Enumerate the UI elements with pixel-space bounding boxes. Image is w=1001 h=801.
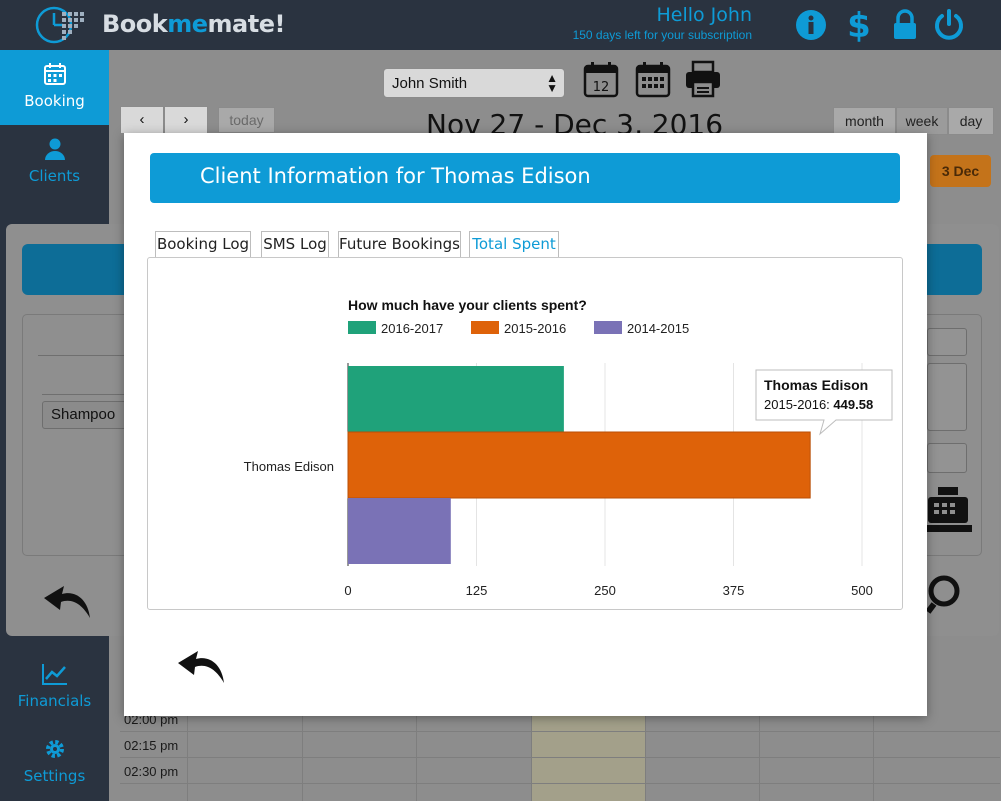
chevron-right-icon: › [183, 111, 189, 128]
view-week-button[interactable]: week [896, 107, 948, 135]
x-tick-label: 500 [851, 583, 873, 598]
sidebar-item-booking[interactable]: Booking [0, 50, 109, 125]
legend-swatch [348, 321, 376, 334]
time-slot-label: 02:15 pm [124, 738, 179, 753]
modal-title: Client Information for Thomas Edison [150, 153, 900, 203]
today-button[interactable]: today [218, 107, 275, 133]
tab-sms-log[interactable]: SMS Log [261, 231, 329, 257]
sidebar-item-label: Clients [28, 167, 81, 185]
sidebar-item-label: Booking [24, 92, 85, 110]
grid-row [120, 757, 1000, 758]
select-caret-icon: ▲ ▼ [546, 71, 558, 95]
category-label: Thomas Edison [244, 459, 334, 474]
bar-2016-2017 [348, 366, 564, 432]
next-week-button[interactable]: › [164, 106, 208, 134]
chart-tooltip: Thomas Edison 2015-2016: 449.58 [755, 369, 893, 436]
info-icon[interactable] [794, 8, 828, 42]
x-tick-label: 125 [466, 583, 488, 598]
cash-register-icon[interactable] [922, 485, 974, 533]
select-field[interactable] [927, 328, 967, 356]
top-bar: Bookmemate! Hello John 150 days left for… [0, 0, 1001, 50]
day-column-header[interactable]: 3 Dec [930, 155, 991, 187]
divider [38, 355, 128, 356]
bar-2014-2015 [348, 498, 451, 564]
logo-icon [35, 6, 84, 44]
client-info-modal: Client Information for Thomas Edison Boo… [124, 133, 927, 716]
view-month-button[interactable]: month [833, 107, 896, 135]
price-field[interactable] [927, 443, 967, 473]
calendar-day-icon[interactable]: 12 [582, 60, 620, 98]
x-tick-label: 375 [723, 583, 745, 598]
legend-swatch [594, 321, 622, 334]
grid-column [873, 640, 874, 801]
chart-title: How much have your clients spent? [348, 297, 587, 313]
x-tick-label: 0 [344, 583, 351, 598]
time-slot-label: 02:30 pm [124, 764, 179, 779]
power-icon[interactable] [932, 8, 966, 42]
tab-future-bookings[interactable]: Future Bookings [338, 231, 461, 257]
sidebar-item-label: Settings [23, 767, 86, 785]
calendar-day-number: 12 [593, 80, 610, 95]
gear-icon [45, 740, 64, 758]
lock-icon[interactable] [888, 8, 922, 42]
staff-select-value: John Smith [392, 75, 468, 92]
total-spent-chart: How much have your clients spent? 2016-2… [244, 297, 893, 598]
legend-swatch [471, 321, 499, 334]
grid-column [759, 640, 760, 801]
chart-icon [41, 664, 67, 685]
greeting-text: Hello John [656, 4, 752, 26]
view-day-button[interactable]: day [948, 107, 994, 135]
service-select[interactable]: Shampoo [42, 401, 132, 429]
user-icon [44, 138, 65, 160]
brand-name: Bookmemate! [102, 10, 285, 38]
prev-week-button[interactable]: ‹ [120, 106, 164, 134]
back-icon[interactable] [176, 643, 228, 685]
grid-row [120, 783, 1000, 784]
svg-text:$: $ [847, 8, 871, 42]
chevron-left-icon: ‹ [139, 111, 145, 128]
notes-field[interactable] [927, 363, 967, 431]
sidebar-item-financials[interactable]: Financials [0, 650, 109, 725]
legend-label: 2014-2015 [627, 321, 689, 336]
bar-2015-2016 [347, 431, 811, 499]
x-tick-label: 250 [594, 583, 616, 598]
grid-column [645, 640, 646, 801]
legend-label: 2015-2016 [504, 321, 566, 336]
grid-column [302, 640, 303, 801]
calendar-week-icon[interactable] [634, 60, 672, 98]
undo-icon[interactable] [42, 578, 94, 620]
tooltip-title: Thomas Edison [764, 377, 868, 393]
printer-icon[interactable] [684, 60, 722, 98]
tooltip-series: 2015-2016 [764, 397, 826, 412]
sidebar-item-settings[interactable]: Settings [0, 725, 109, 800]
tooltip-value: 449.58 [833, 397, 873, 412]
grid-column [531, 640, 532, 801]
grid-column [416, 640, 417, 801]
sidebar-item-label: Financials [17, 692, 92, 710]
user-greeting: Hello John 150 days left for your subscr… [573, 4, 752, 42]
tab-total-spent[interactable]: Total Spent [469, 231, 559, 257]
legend-label: 2016-2017 [381, 321, 443, 336]
chart-panel: How much have your clients spent? 2016-2… [147, 257, 903, 610]
staff-select[interactable]: John Smith ▲ ▼ [383, 68, 565, 98]
search-icon[interactable] [926, 574, 962, 614]
grid-row [120, 731, 1000, 732]
tab-booking-log[interactable]: Booking Log [155, 231, 251, 257]
sidebar-item-clients[interactable]: Clients [0, 125, 109, 200]
grid-column [187, 640, 188, 801]
subscription-text: 150 days left for your subscription [572, 28, 752, 42]
divider [42, 394, 128, 395]
svg-text:2015-2016: 449.58: 2015-2016: 449.58 [764, 397, 873, 412]
dollar-icon[interactable]: $ [842, 8, 876, 42]
calendar-icon [43, 63, 66, 85]
